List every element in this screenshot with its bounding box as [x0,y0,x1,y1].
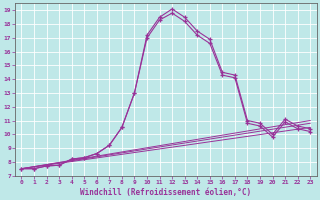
X-axis label: Windchill (Refroidissement éolien,°C): Windchill (Refroidissement éolien,°C) [80,188,252,197]
